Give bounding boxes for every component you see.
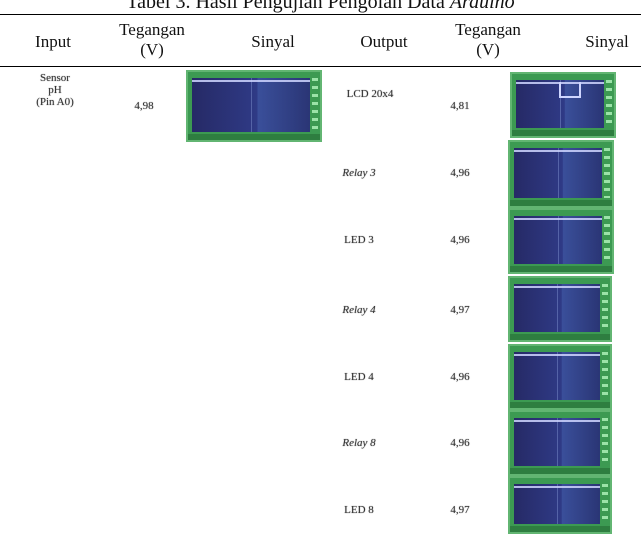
output-name-lcd: LCD 20x4	[346, 88, 394, 100]
output-voltage-led3: 4,96	[450, 234, 470, 246]
output-signal-led8	[508, 476, 612, 534]
top-rule	[0, 14, 641, 15]
header-input: Input	[35, 32, 71, 51]
input-name: Sensor pH (Pin A0)	[18, 72, 92, 108]
header-tegangan-input: Tegangan (V)	[119, 20, 185, 59]
output-name-relay3: Relay 3	[342, 167, 376, 179]
output-name-led4: LED 4	[344, 371, 374, 383]
output-voltage-relay4: 4,97	[450, 304, 470, 316]
output-voltage-led4: 4,96	[450, 371, 470, 383]
input-signal-oscilloscope	[186, 70, 322, 142]
output-signal-led4	[508, 344, 612, 410]
output-signal-lcd	[510, 72, 616, 138]
output-signal-relay4	[508, 276, 612, 342]
input-name-line1: Sensor	[40, 72, 70, 84]
output-name-led3: LED 3	[344, 234, 374, 246]
input-voltage: 4,98	[134, 100, 154, 112]
input-name-line3: (Pin A0)	[36, 96, 74, 108]
header-sinyal-output: Sinyal	[585, 32, 629, 51]
caption-italic: Arduino	[449, 0, 515, 13]
output-voltage-led8: 4,97	[450, 504, 470, 516]
output-name-relay8: Relay 8	[342, 437, 376, 449]
output-signal-relay8	[508, 410, 612, 476]
table-caption: Tabel 3. Hasil Pengujian Pengolah Data A…	[0, 0, 641, 13]
output-voltage-relay3: 4,96	[450, 167, 470, 179]
header-tegangan-output: Tegangan (V)	[455, 20, 521, 59]
header-sinyal-input: Sinyal	[251, 32, 295, 51]
output-signal-led3	[508, 208, 614, 274]
output-signal-relay3	[508, 140, 614, 208]
header-rule	[0, 66, 641, 67]
caption-text: Tabel 3. Hasil Pengujian Pengolah Data	[126, 0, 450, 13]
input-name-line2: pH	[48, 84, 62, 96]
output-name-relay4: Relay 4	[342, 304, 376, 316]
output-name-led8: LED 8	[344, 504, 374, 516]
output-voltage-relay8: 4,96	[450, 437, 470, 449]
output-voltage-lcd: 4,81	[450, 100, 470, 112]
header-output: Output	[360, 32, 408, 51]
